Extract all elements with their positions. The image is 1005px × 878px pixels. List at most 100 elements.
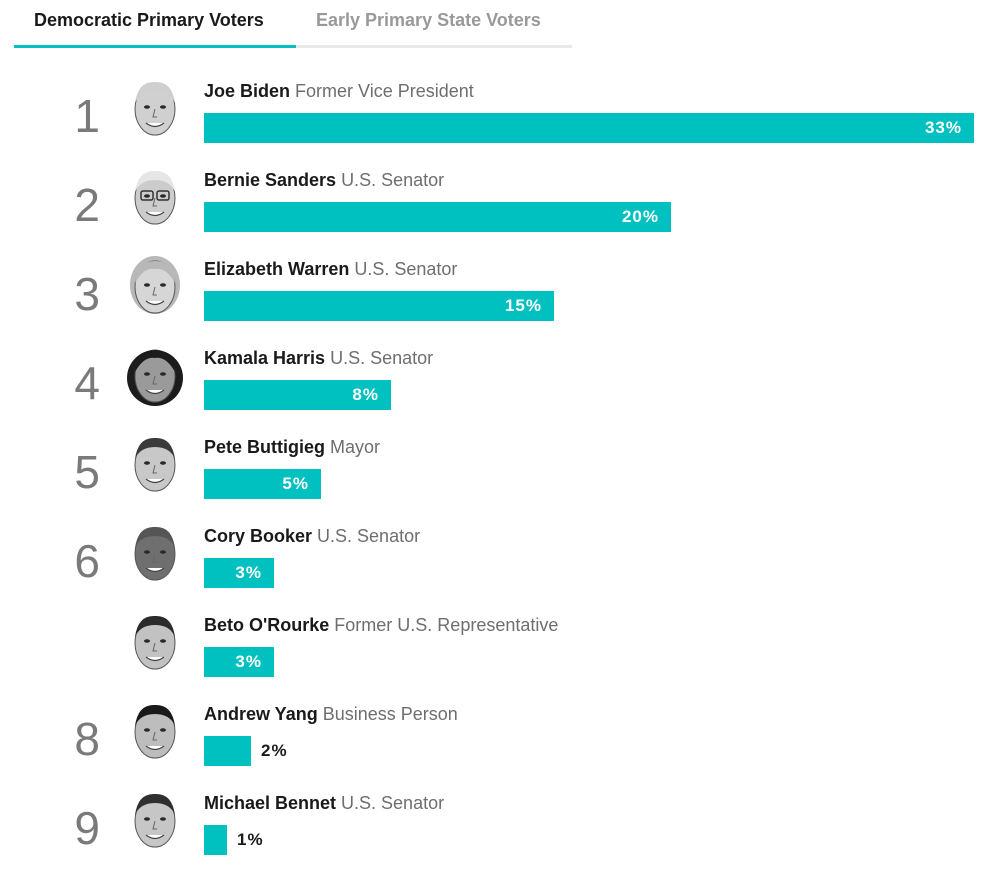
rank-number: 4 <box>74 357 100 409</box>
eye-shape <box>144 372 150 376</box>
candidate-name-line: Joe Biden Former Vice President <box>204 81 474 102</box>
nose-shape <box>152 553 157 563</box>
bar-value-label: 1% <box>237 830 264 849</box>
avatar <box>126 522 184 584</box>
bar <box>204 825 227 855</box>
eye-shape <box>160 639 166 643</box>
tab-early-primary-state-voters[interactable]: Early Primary State Voters <box>316 10 541 30</box>
eye-shape <box>160 461 166 465</box>
rank-number: 2 <box>74 179 100 231</box>
kamala-harris-photo <box>127 349 183 406</box>
candidate-name-line: Elizabeth Warren U.S. Senator <box>204 259 457 280</box>
elizabeth-warren-photo <box>130 256 180 314</box>
mouth-shape <box>145 122 165 128</box>
candidate-title: U.S. Senator <box>341 170 445 190</box>
bar <box>204 291 554 321</box>
michael-bennet-photo <box>134 793 176 848</box>
hair-shape <box>135 81 175 103</box>
avatar <box>126 166 184 228</box>
mouth-shape <box>145 211 165 217</box>
avatar <box>126 789 184 851</box>
nose-shape <box>152 197 157 207</box>
bar <box>204 647 274 677</box>
bar <box>204 380 391 410</box>
tab-democratic-primary-voters[interactable]: Democratic Primary Voters <box>34 10 264 30</box>
candidate-title: Business Person <box>322 704 458 724</box>
mouth-shape <box>145 478 165 484</box>
beto-orourke-photo <box>134 615 176 670</box>
eye-shape <box>144 639 150 643</box>
candidate-name-line: Andrew Yang Business Person <box>204 704 458 725</box>
mouth-shape <box>145 389 165 395</box>
candidate-row: 6 Cory Booker U.S. Senator 3% <box>0 522 1005 611</box>
hair-shape <box>135 793 175 815</box>
bar <box>204 558 274 588</box>
avatar <box>126 611 184 673</box>
glasses-shape <box>140 190 154 201</box>
eye-shape <box>144 461 150 465</box>
candidate-name-line: Kamala Harris U.S. Senator <box>204 348 433 369</box>
nose-shape <box>152 286 157 296</box>
candidate-name: Andrew Yang <box>204 704 318 724</box>
mouth-shape <box>145 834 165 840</box>
candidate-name-line: Cory Booker U.S. Senator <box>204 526 420 547</box>
hair-shape <box>135 615 175 637</box>
rank-number: 5 <box>74 446 100 498</box>
hair-shape <box>135 261 175 283</box>
nose-shape <box>152 464 157 474</box>
candidate-title: Former U.S. Representative <box>334 615 559 635</box>
avatar <box>126 77 184 139</box>
candidate-name: Bernie Sanders <box>204 170 337 190</box>
candidate-name-line: Bernie Sanders U.S. Senator <box>204 170 444 191</box>
nose-shape <box>152 642 157 652</box>
avatar <box>126 433 184 495</box>
active-tab-underline <box>14 45 296 48</box>
candidate-name-line: Michael Bennet U.S. Senator <box>204 793 444 814</box>
candidate-name-line: Beto O'Rourke Former U.S. Representative <box>204 615 558 636</box>
candidate-title: Mayor <box>330 437 381 457</box>
hair-shape <box>135 526 175 548</box>
rank-number: 8 <box>74 713 100 765</box>
candidate-row: Beto O'Rourke Former U.S. Representative 3… <box>0 611 1005 700</box>
eye-shape <box>160 728 166 732</box>
nose-shape <box>152 820 157 830</box>
bar-value-label: 5% <box>282 474 309 493</box>
candidate-name: Kamala Harris <box>204 348 326 368</box>
rank-number: 1 <box>74 90 100 142</box>
bar-value-label: 3% <box>235 563 262 582</box>
avatar <box>126 255 184 317</box>
candidate-name: Joe Biden <box>204 81 291 101</box>
eye-shape <box>144 105 150 109</box>
bar-value-label: 3% <box>235 652 262 671</box>
candidate-title: U.S. Senator <box>354 259 458 279</box>
mouth-shape <box>145 745 165 751</box>
nose-shape <box>152 108 157 118</box>
eye-shape <box>160 817 166 821</box>
candidate-row: 3 Elizabeth Warren U.S. Senator 15% <box>0 255 1005 344</box>
bar-value-label: 33% <box>924 118 962 137</box>
candidate-title: U.S. Senator <box>341 793 445 813</box>
hair-shape <box>135 170 175 192</box>
mouth-shape <box>145 656 165 662</box>
eye-shape <box>144 817 150 821</box>
bar <box>204 113 974 143</box>
andrew-yang-photo <box>134 704 176 759</box>
eye-shape <box>144 194 150 198</box>
candidate-row: 5 Pete Buttigieg Mayor 5% <box>0 433 1005 522</box>
nose-shape <box>152 375 157 385</box>
candidate-title: U.S. Senator <box>317 526 421 546</box>
bar-value-label: 20% <box>621 207 659 226</box>
bar-value-label: 15% <box>504 296 542 315</box>
glasses-shape <box>156 190 170 201</box>
bar <box>204 736 251 766</box>
rank-number: 6 <box>74 535 100 587</box>
bar-value-label: 2% <box>261 741 288 760</box>
candidate-row: 9 Michael Bennet U.S. Senator 1% <box>0 789 1005 878</box>
mouth-shape <box>145 300 165 306</box>
candidate-name: Elizabeth Warren <box>204 259 350 279</box>
candidate-row: 4 Kamala Harris U.S. Senator 8% <box>0 344 1005 433</box>
candidate-title: U.S. Senator <box>330 348 434 368</box>
avatar <box>126 344 184 406</box>
pete-buttigieg-photo <box>134 437 176 492</box>
